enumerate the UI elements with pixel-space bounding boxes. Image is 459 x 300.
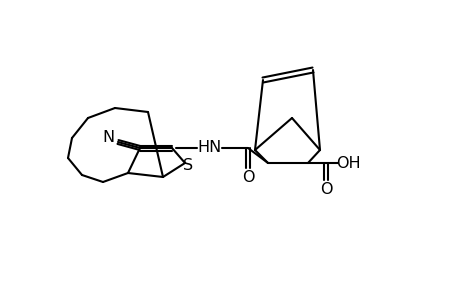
Text: N: N bbox=[102, 130, 114, 145]
Text: HN: HN bbox=[197, 140, 222, 155]
Text: OH: OH bbox=[335, 155, 359, 170]
Text: S: S bbox=[183, 158, 193, 172]
Text: O: O bbox=[241, 169, 254, 184]
Text: O: O bbox=[319, 182, 331, 196]
